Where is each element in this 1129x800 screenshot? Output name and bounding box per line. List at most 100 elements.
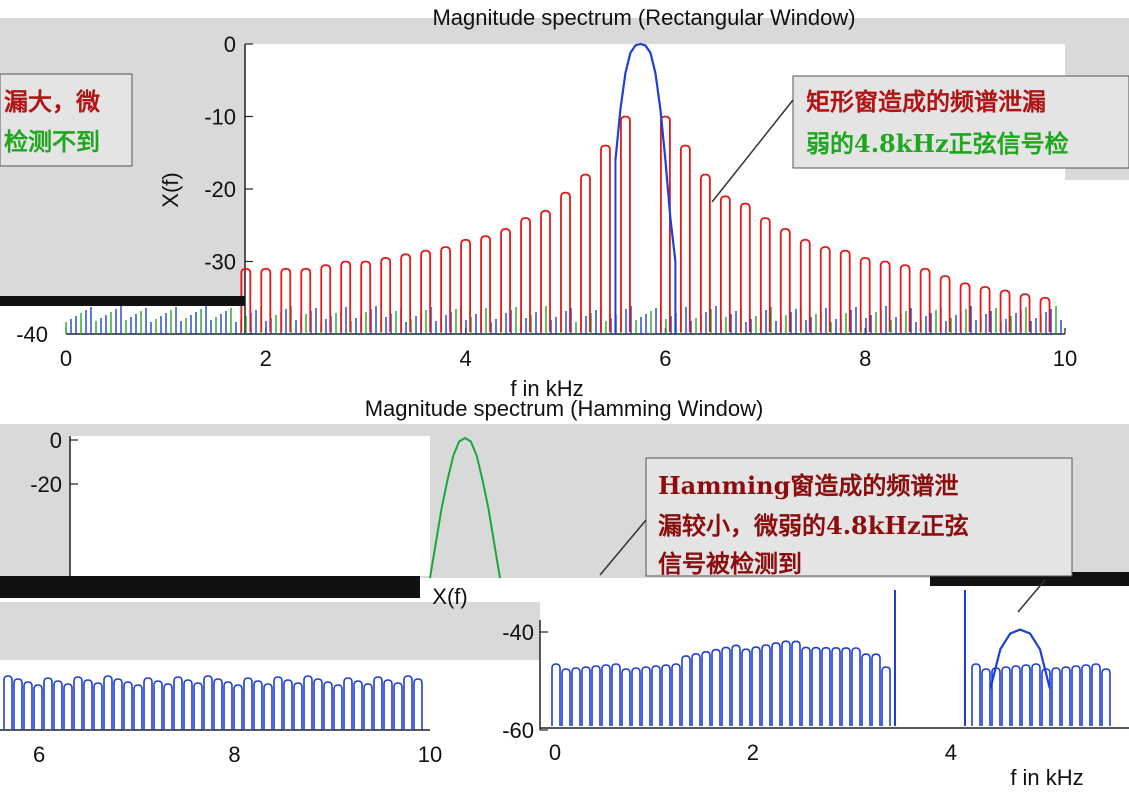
top-y-tick-label: -10	[204, 105, 236, 130]
bottom-title: Magnitude spectrum (Hamming Window)	[365, 396, 764, 421]
top-xlabel: f in kHz	[510, 376, 583, 401]
bottom-annotation-line3: 信号被检测到	[658, 549, 802, 578]
top-y-ticks: 0 -10 -20 -30 -40	[16, 32, 253, 347]
bottom-noise-arch-left	[143, 677, 153, 730]
bottom-noise-arch-right	[551, 663, 561, 726]
bottom-noise-arch-left	[3, 675, 13, 730]
top-red-stem	[859, 256, 871, 332]
bottom-noise-arch-right	[631, 667, 641, 726]
bottom-noise-arch-left	[93, 682, 103, 730]
bottom-noise-arch-left	[373, 676, 383, 730]
bottom-noise-arch-right	[761, 644, 771, 726]
top-x-tick-label: 10	[1053, 346, 1077, 371]
bottom-blue-peak-line	[989, 628, 1051, 689]
bottom-noise-arch-right	[791, 640, 801, 726]
top-red-stem	[520, 217, 531, 332]
bottom-ticks: 6 8 10 0 2 4 0 -20 -40 -60	[30, 428, 957, 767]
bottom-noise-left	[3, 675, 423, 730]
bottom-noise-arch-right	[801, 646, 811, 726]
top-red-stem	[999, 289, 1011, 332]
bottom-noise-arch-left	[13, 678, 23, 730]
top-red-stem	[979, 285, 991, 332]
bottom-noise-arch-right	[711, 648, 721, 726]
bottom-blue-peak	[989, 628, 1051, 689]
bottom-black-bar-left	[0, 576, 420, 598]
bottom-y-tick-label-left: 0	[50, 428, 62, 453]
top-red-stem	[1019, 293, 1031, 332]
bottom-left-axes-area	[70, 436, 430, 576]
bottom-noise-arch-left	[333, 684, 343, 730]
bottom-noise-arch-left	[163, 683, 173, 730]
top-x-tick-label: 0	[60, 346, 72, 371]
bottom-x-tick-label-left: 10	[418, 742, 442, 767]
top-red-stem	[739, 202, 751, 332]
bottom-arrow-to-peak	[1017, 579, 1046, 613]
top-red-stem	[500, 227, 511, 332]
top-red-stem	[300, 267, 312, 332]
bottom-noise-arch-right	[581, 666, 591, 726]
top-blue-peak-line	[614, 42, 677, 262]
bottom-noise-arch-left	[183, 679, 193, 730]
bottom-x-tick-label-right: 4	[945, 740, 957, 765]
bottom-y-tick-label-right: -60	[502, 718, 534, 743]
bottom-noise-arch-right	[751, 646, 761, 726]
bottom-noise-arch-right	[701, 650, 711, 726]
top-red-stem	[779, 227, 791, 332]
bottom-noise-arch-right	[741, 648, 751, 726]
bottom-noise-arch-left	[313, 678, 323, 730]
top-x-tick-label: 4	[459, 346, 471, 371]
bottom-noise-arch-right	[861, 653, 871, 726]
bottom-noise-arch-right	[1021, 664, 1031, 726]
top-y-tick-label: -40	[16, 322, 48, 347]
bottom-noise-arch-right	[1081, 664, 1091, 726]
bottom-x-tick-label-right: 2	[747, 740, 759, 765]
bottom-noise-arch-right	[661, 664, 671, 726]
bottom-noise-arch-left	[53, 680, 63, 730]
bottom-noise-arch-right	[971, 663, 981, 726]
bottom-noise-arch-right	[831, 646, 841, 726]
top-red-stem	[620, 115, 631, 332]
bottom-lower-grey-panel	[0, 602, 540, 660]
top-red-stem	[819, 246, 831, 332]
bottom-annotation-arrow	[599, 519, 647, 576]
top-red-stem	[719, 195, 731, 332]
top-annotation-arrow	[711, 99, 794, 203]
bottom-noise-arch-right	[1071, 665, 1081, 726]
bottom-noise-arch-left	[33, 684, 43, 730]
bottom-noise-arch-right	[871, 653, 881, 726]
top-red-stem	[240, 267, 252, 332]
bottom-noise-arch-right	[821, 646, 831, 726]
bottom-noise-arch-left	[223, 681, 233, 730]
bottom-ylabel: X(f)	[432, 584, 467, 609]
bottom-noise-arch-right	[621, 668, 631, 726]
bottom-noise-arch-left	[353, 680, 363, 730]
top-red-stem	[260, 267, 272, 332]
bottom-noise-right	[551, 590, 1111, 726]
bottom-noise-arch-left	[273, 676, 283, 730]
bottom-noise-arch-left	[323, 681, 333, 730]
bottom-noise-arch-left	[253, 680, 263, 730]
bottom-noise-arch-right	[681, 655, 691, 726]
top-ylabel: X(f)	[158, 172, 183, 207]
top-left-note-line1: 漏大，微	[4, 87, 100, 116]
bottom-noise-arch-left	[113, 678, 123, 730]
bottom-y-tick-label-left: -20	[30, 472, 62, 497]
bottom-noise-arch-right	[651, 665, 661, 726]
top-annotation-line2: 弱的4.8kHz正弦信号检	[806, 129, 1069, 158]
bottom-noise-arch-right	[1061, 666, 1071, 726]
bottom-noise-arch-left	[83, 679, 93, 730]
bottom-noise-arch-left	[343, 677, 353, 730]
bottom-x-tick-label-left: 6	[33, 742, 45, 767]
bottom-noise-arch-right	[601, 664, 611, 726]
top-red-stem	[899, 264, 911, 332]
top-blue-peak	[614, 42, 677, 334]
top-red-stem	[799, 238, 811, 332]
bottom-noise-arch-left	[293, 682, 303, 730]
bottom-y-tick-label-right: -40	[502, 620, 534, 645]
bottom-noise-arch-right	[611, 663, 621, 726]
top-annotation-line1: 矩形窗造成的频谱泄漏	[806, 87, 1046, 116]
bottom-noise-arch-left	[283, 679, 293, 730]
bottom-noise-arch-left	[413, 678, 423, 730]
top-title: Magnitude spectrum (Rectangular Window)	[432, 5, 855, 30]
bottom-green-peak-line	[429, 436, 501, 579]
